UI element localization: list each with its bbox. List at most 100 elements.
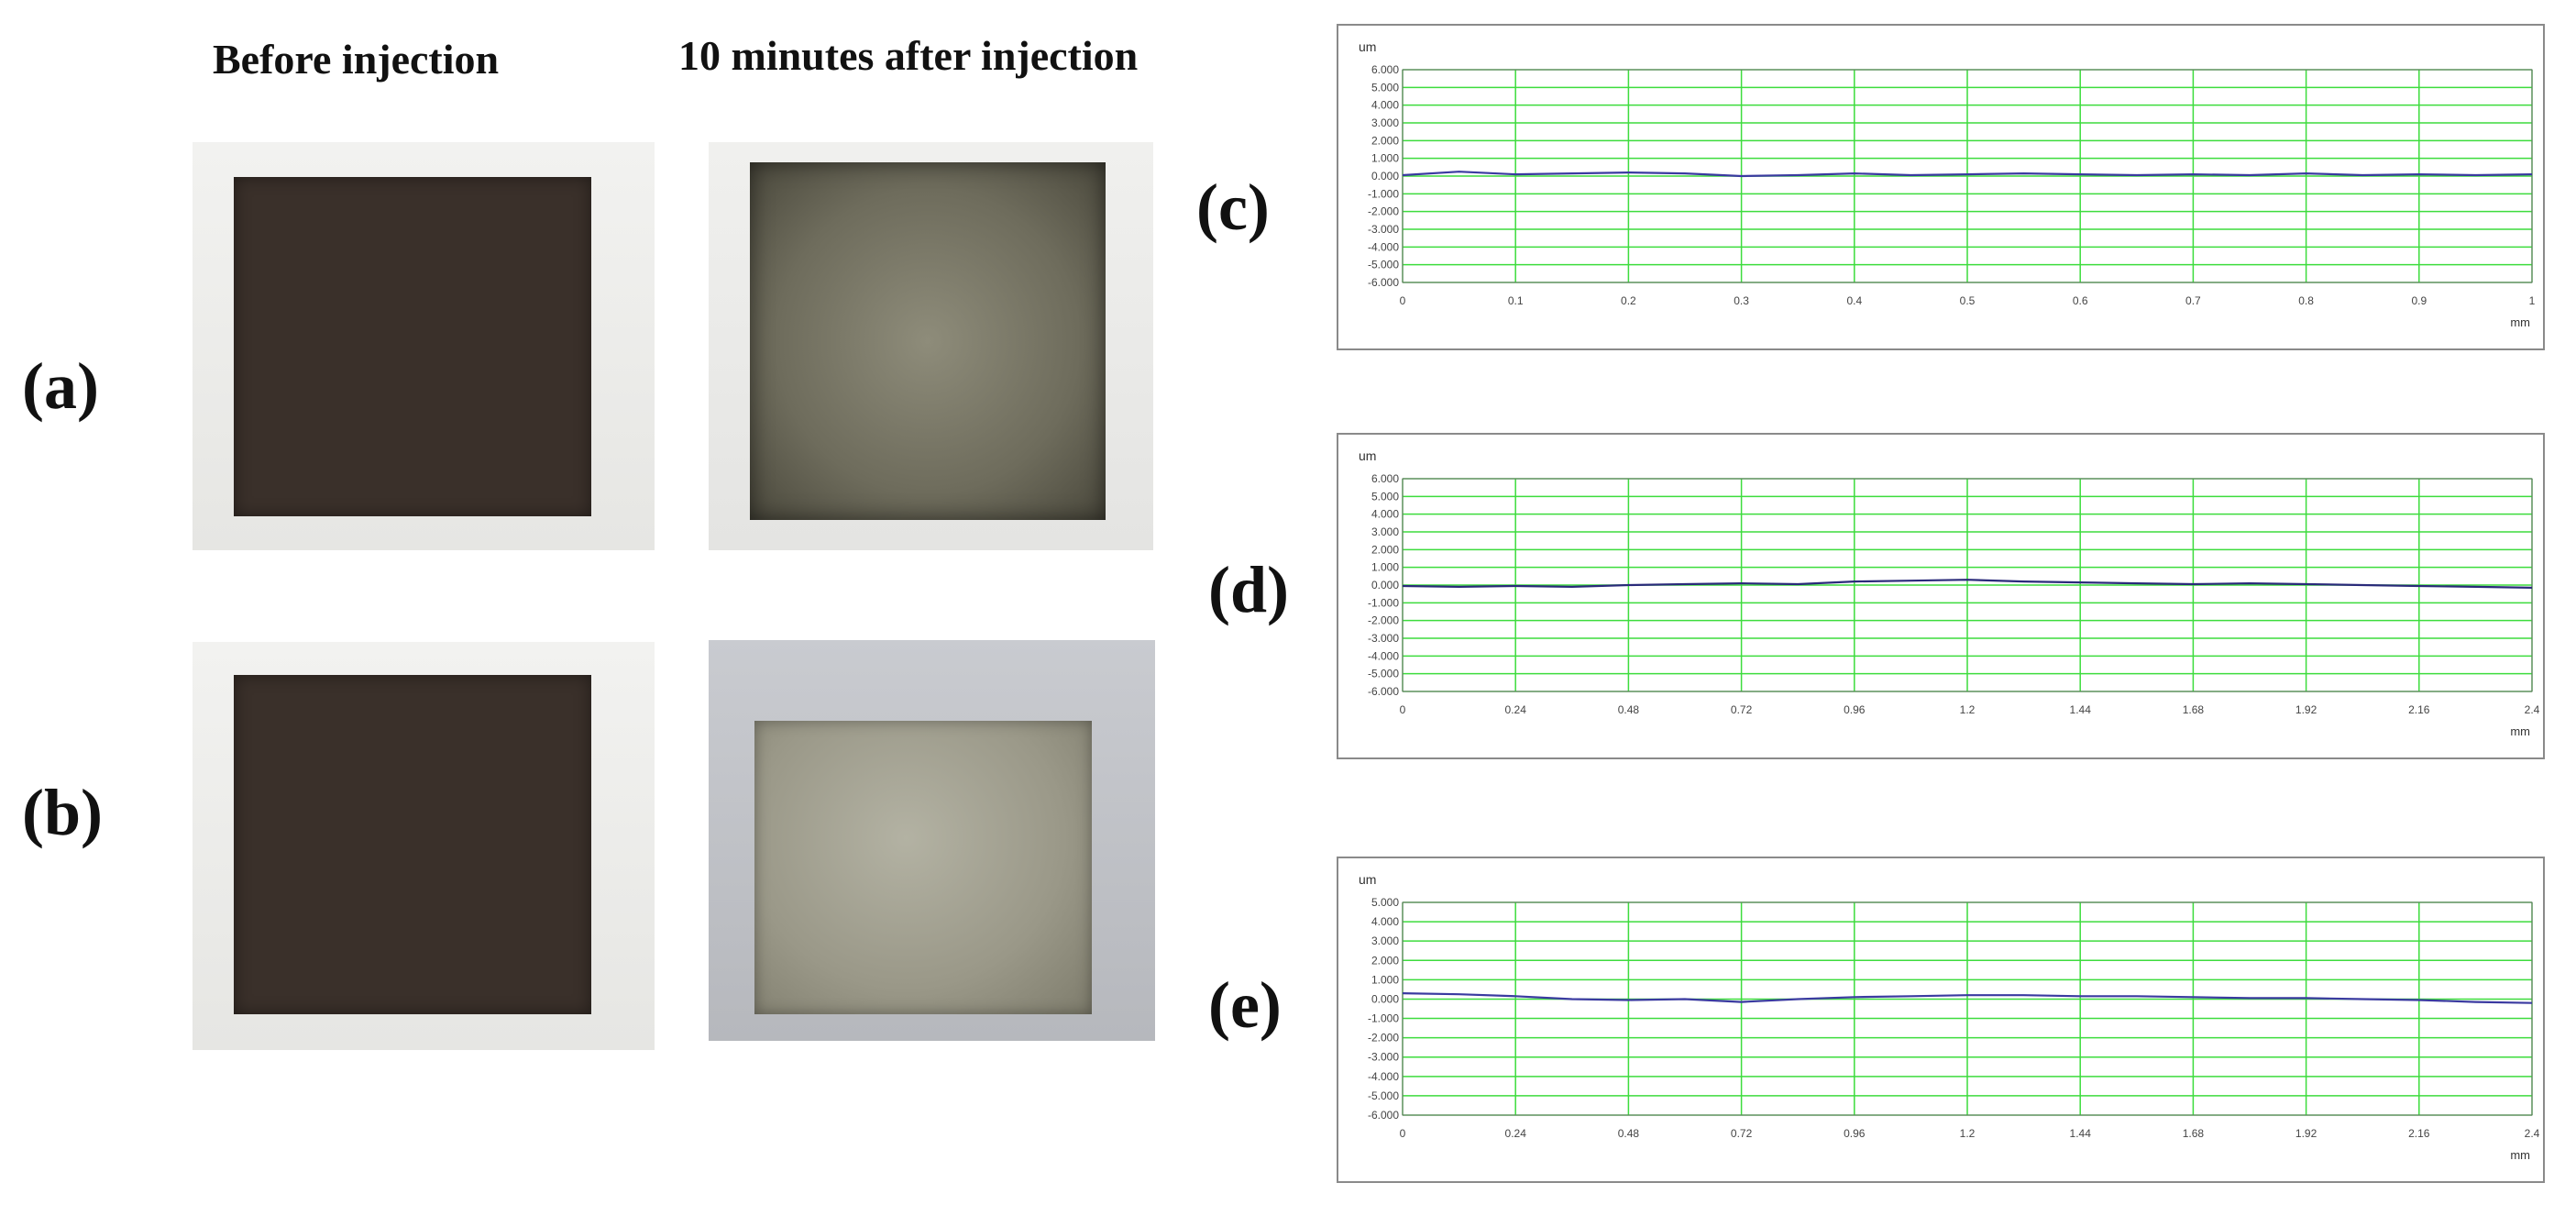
y-tick-label: 0.000 [1371, 170, 1399, 182]
x-tick-label: 1.68 [2183, 703, 2205, 716]
x-tick-label: 0 [1400, 294, 1406, 307]
panel-label-a: (a) [22, 349, 99, 423]
y-tick-label: -1.000 [1368, 1012, 1399, 1025]
column-header-before: Before injection [213, 36, 500, 83]
profile-chart-e: um 5.000 4.000 3.000 2.000 1.000 0.000 -1.000 -2… [1337, 857, 2545, 1183]
x-tick-label: 1.44 [2070, 703, 2092, 716]
x-tick-label: 0.48 [1618, 1127, 1640, 1140]
x-unit-label: mm [2510, 724, 2530, 738]
plot-frame [1402, 69, 2533, 283]
profile-line [1402, 992, 2533, 1004]
plot-frame [1402, 901, 2533, 1116]
x-tick-label: 1.92 [2295, 703, 2317, 716]
x-tick-label: 1.2 [1960, 703, 1976, 716]
y-tick-label: 1.000 [1371, 973, 1399, 986]
y-tick-label: 4.000 [1371, 99, 1399, 112]
profile-chart-d: um 6.000 5.000 4.000 3.000 2.000 1.000 0.000 -1.… [1337, 433, 2545, 759]
y-tick-label: -5.000 [1368, 259, 1399, 271]
profile-chart-c-svg: um 6.000 5.000 4.000 3.000 2.000 1.000 0.000 -1.… [1359, 39, 2536, 329]
x-tick-label: 0.3 [1734, 294, 1749, 307]
y-tick-label: 0.000 [1371, 579, 1399, 591]
profile-chart-d-svg: um 6.000 5.000 4.000 3.000 2.000 1.000 0.000 -1.… [1359, 448, 2540, 738]
y-tick-label: 3.000 [1371, 525, 1399, 538]
y-tick-label: -5.000 [1368, 1089, 1399, 1102]
y-unit-label: um [1359, 448, 1376, 463]
y-tick-label: 3.000 [1371, 934, 1399, 947]
x-tick-label: 2.4 [2525, 1127, 2540, 1140]
y-tick-label: 2.000 [1371, 954, 1399, 967]
y-tick-label: -5.000 [1368, 668, 1399, 680]
x-tick-label: 2.4 [2525, 703, 2540, 716]
photo-b-before-background [193, 642, 655, 1050]
y-tick-label: -3.000 [1368, 1051, 1399, 1064]
x-tick-label: 1 [2529, 294, 2536, 307]
x-tick-label: 0.9 [2411, 294, 2427, 307]
y-unit-label: um [1359, 39, 1376, 54]
x-tick-label: 0.24 [1505, 1127, 1527, 1140]
x-tick-label: 0.2 [1621, 294, 1636, 307]
x-tick-label: 0.4 [1846, 294, 1862, 307]
x-tick-label: 0.1 [1508, 294, 1524, 307]
y-tick-label: 2.000 [1371, 134, 1399, 147]
x-tick-label: 0.48 [1618, 703, 1640, 716]
profile-chart-c: um 6.000 5.000 4.000 3.000 2.000 1.000 0.000 -1.… [1337, 24, 2545, 350]
y-tick-label: -4.000 [1368, 649, 1399, 662]
photo-a-after-background [709, 142, 1153, 550]
y-tick-label: -1.000 [1368, 187, 1399, 200]
x-tick-label: 0.72 [1731, 1127, 1753, 1140]
x-tick-label: 0.24 [1505, 703, 1527, 716]
x-tick-label: 0.6 [2073, 294, 2088, 307]
x-tick-label: 0.96 [1844, 1127, 1866, 1140]
x-tick-label: 1.68 [2183, 1127, 2205, 1140]
x-tick-label: 0 [1400, 703, 1406, 716]
photo-a-before-background [193, 142, 655, 550]
y-tick-label: 2.000 [1371, 543, 1399, 556]
y-tick-label: 4.000 [1371, 915, 1399, 928]
y-tick-label: 0.000 [1371, 992, 1399, 1005]
x-tick-label: 0.72 [1731, 703, 1753, 716]
column-header-after: 10 minutes after injection [678, 32, 1139, 79]
x-tick-label: 1.44 [2070, 1127, 2092, 1140]
panel-label-e: (e) [1208, 968, 1282, 1042]
x-tick-label: 0.5 [1960, 294, 1976, 307]
y-tick-label: -6.000 [1368, 276, 1399, 289]
y-tick-label: 5.000 [1371, 490, 1399, 503]
x-tick-label: 0.96 [1844, 703, 1866, 716]
y-tick-label: -3.000 [1368, 223, 1399, 236]
y-tick-label: 1.000 [1371, 152, 1399, 165]
profile-line [1402, 171, 2533, 178]
x-tick-label: 2.16 [2408, 703, 2430, 716]
y-unit-label: um [1359, 872, 1376, 887]
panel-label-c: (c) [1196, 171, 1270, 244]
plot-frame [1402, 478, 2533, 692]
x-tick-label: 2.16 [2408, 1127, 2430, 1140]
plate-b-after [754, 721, 1092, 1014]
x-tick-label: 0 [1400, 1127, 1406, 1140]
y-tick-label: 1.000 [1371, 561, 1399, 574]
panel-label-b: (b) [22, 776, 103, 849]
y-tick-label: -4.000 [1368, 1070, 1399, 1083]
y-tick-label: -6.000 [1368, 1109, 1399, 1122]
y-tick-label: 6.000 [1371, 63, 1399, 76]
y-tick-label: -2.000 [1368, 1032, 1399, 1045]
y-tick-label: 3.000 [1371, 116, 1399, 129]
y-tick-label: -1.000 [1368, 596, 1399, 609]
x-tick-label: 0.7 [2185, 294, 2201, 307]
x-tick-label: 1.2 [1960, 1127, 1976, 1140]
photo-b-after-background [709, 640, 1155, 1041]
y-tick-label: -2.000 [1368, 205, 1399, 218]
y-tick-label: -2.000 [1368, 614, 1399, 627]
profile-chart-e-svg: um 5.000 4.000 3.000 2.000 1.000 0.000 -1.000 -2… [1359, 872, 2540, 1162]
x-tick-label: 0.8 [2298, 294, 2314, 307]
profile-line [1402, 579, 2533, 589]
x-unit-label: mm [2510, 315, 2530, 329]
y-tick-label: 5.000 [1371, 81, 1399, 94]
y-tick-label: -4.000 [1368, 240, 1399, 253]
panel-label-d: (d) [1208, 553, 1289, 626]
plate-b-before [234, 675, 591, 1014]
plate-a-before [234, 177, 591, 516]
y-tick-label: -6.000 [1368, 685, 1399, 698]
y-tick-label: 6.000 [1371, 472, 1399, 485]
plate-a-after [750, 162, 1106, 520]
y-tick-label: 4.000 [1371, 508, 1399, 521]
